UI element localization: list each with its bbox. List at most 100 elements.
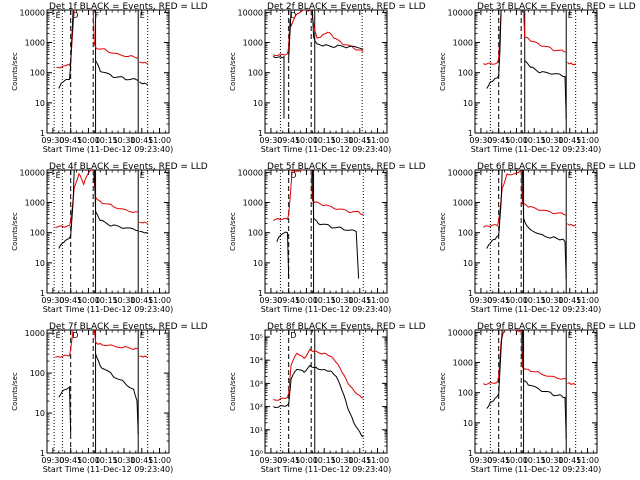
panel-2-plot-frame: [264, 9, 388, 134]
panel-6-lld-line: [567, 223, 576, 227]
panel-7-ytick-label: 10: [35, 409, 45, 418]
panel-9-xtick-label: 10:00: [505, 456, 528, 465]
panel-8-events-line: [273, 364, 364, 438]
panel-2-xtick-label: 09:45: [277, 136, 300, 145]
panel-7-xtick-label: 09:30: [41, 456, 64, 465]
panel-5-series-group: [273, 170, 364, 279]
panel-2-ytick-label: 10000: [238, 8, 263, 17]
panel-6-ytick-label: 1: [468, 289, 473, 298]
panel-3-lld-line: [483, 10, 502, 66]
panel-7-title: Det 7f BLACK = Events, RED = LLD: [49, 322, 208, 332]
panel-8-xtick-label: 11:00: [366, 456, 389, 465]
panel-3-xlabel: Start Time (11-Dec-12 09:23:40): [471, 145, 602, 154]
panel-3-xtick-label: 09:30: [469, 136, 492, 145]
panel-7-xtick-label: 10:45: [130, 456, 153, 465]
panel-5-marker-label: D: [290, 171, 296, 180]
panel-8-lld-line: [273, 348, 364, 401]
panel-3-ytick-label: 10000: [448, 8, 473, 17]
panel-1-xtick-label: 10:45: [130, 136, 153, 145]
panel-1-ytick-label: 100: [30, 69, 45, 78]
panel-8-xlabel: Start Time (11-Dec-12 09:23:40): [261, 465, 392, 474]
panel-9-xtick-label: 10:15: [523, 456, 546, 465]
panel-3-ytick-label: 1: [468, 129, 473, 138]
panel-8-ylabel: Counts/sec: [229, 372, 237, 411]
panel-9-lld-line: [567, 382, 577, 386]
panel-3-series-group: [483, 10, 576, 119]
panel-2-marker-label: D: [290, 11, 296, 20]
panel-2-xtick-label: 10:00: [295, 136, 318, 145]
panel-8-ytick-label: 10⁴: [250, 356, 263, 365]
panel-3-events-line: [486, 10, 502, 89]
panel-8-ytick-label: 10²: [250, 403, 263, 412]
panel-6-ytick-label: 10: [463, 259, 473, 268]
panel-6-xtick-label: 10:00: [505, 296, 528, 305]
panel-3-ytick-label: 1000: [453, 39, 473, 48]
panel-2-ytick-label: 1000: [243, 39, 263, 48]
panel-7-ytick-label: 1000: [25, 329, 45, 338]
panel-6-xtick-label: 10:15: [523, 296, 546, 305]
panel-5-xtick-label: 10:15: [313, 296, 336, 305]
panel-8-plot-frame: [264, 329, 388, 454]
panel-2-ylabel: Counts/sec: [229, 52, 237, 91]
panel-6-ylabel: Counts/sec: [439, 212, 447, 251]
panel-6-xlabel: Start Time (11-Dec-12 09:23:40): [471, 305, 602, 314]
panel-1-ytick-label: 10000: [20, 8, 45, 17]
panel-9-ytick-label: 1000: [453, 359, 473, 368]
panel-6-title: Det 6f BLACK = Events, RED = LLD: [477, 162, 636, 172]
panel-7-lld-line: [139, 355, 149, 359]
panel-4-ylabel: Counts/sec: [11, 212, 19, 251]
panel-1-marker-label: E: [56, 11, 61, 20]
panel-3-xtick-label: 10:45: [558, 136, 581, 145]
panel-4-xlabel: Start Time (11-Dec-12 09:23:40): [43, 305, 174, 314]
panel-7-series-group: [55, 330, 149, 434]
panel-9-plot-frame: [474, 329, 598, 454]
panel-7-xtick-label: 11:00: [148, 456, 171, 465]
panel-7-ytick-label: 1: [40, 449, 45, 458]
panel-7-lld-line: [93, 330, 139, 350]
panel-2-xlabel: Start Time (11-Dec-12 09:23:40): [261, 145, 392, 154]
panel-3-events-line: [524, 60, 567, 119]
panel-5-ytick-label: 10000: [238, 168, 263, 177]
panel-1-xtick-label: 10:15: [95, 136, 118, 145]
panel-8-xtick-label: 09:30: [259, 456, 282, 465]
panel-7-xtick-label: 09:45: [59, 456, 82, 465]
panel-4-title: Det 4f BLACK = Events, RED = LLD: [49, 162, 208, 172]
panel-7: Det 7f BLACK = Events, RED = LLD 1 10 100 10…: [11, 322, 208, 474]
panel-7-events-line: [95, 353, 139, 434]
panel-1-ytick-label: 10: [35, 99, 45, 108]
panel-1-events-line: [139, 81, 148, 86]
panel-4-marker-label: E: [140, 171, 145, 180]
panel-9-series-group: [483, 330, 577, 439]
panel-8-xtick-label: 10:30: [330, 456, 353, 465]
panel-5-ytick-label: 10: [253, 259, 263, 268]
panel-1-series-group: [56, 10, 148, 89]
panel-5-xtick-label: 10:45: [348, 296, 371, 305]
panel-3-xtick-label: 09:45: [487, 136, 510, 145]
panel-2-xtick-label: 10:45: [348, 136, 371, 145]
panel-5-events-line: [311, 170, 360, 279]
panel-1-title: Det 1f BLACK = Events, RED = LLD: [49, 2, 208, 12]
panel-4-lld-line: [139, 221, 148, 225]
panel-9-events-line: [521, 330, 567, 439]
panel-4-xtick-label: 09:30: [41, 296, 64, 305]
panel-7-xlabel: Start Time (11-Dec-12 09:23:40): [43, 465, 174, 474]
panel-3-lld-line: [523, 10, 567, 53]
panel-5-ylabel: Counts/sec: [229, 212, 237, 251]
panel-4-ytick-label: 10: [35, 259, 45, 268]
panel-6-xtick-label: 10:30: [540, 296, 563, 305]
panel-3: Det 3f BLACK = Events, RED = LLD 1 10 100 10…: [439, 2, 636, 154]
panel-6-ytick-label: 10000: [448, 168, 473, 177]
panel-5-plot-frame: [264, 169, 388, 294]
panel-6-events-line: [486, 170, 503, 249]
panel-2: Det 2f BLACK = Events, RED = LLD 1 10 100 10…: [229, 2, 426, 154]
panel-6-marker-label: E: [568, 171, 573, 180]
panel-7-xtick-label: 10:30: [112, 456, 135, 465]
panel-1-xtick-label: 11:00: [148, 136, 171, 145]
panel-4-xtick-label: 10:15: [95, 296, 118, 305]
panel-9-xtick-label: 10:45: [558, 456, 581, 465]
panel-3-ytick-label: 100: [458, 69, 473, 78]
panel-1-ytick-label: 1000: [25, 39, 45, 48]
panel-4-xtick-label: 10:00: [77, 296, 100, 305]
panel-1-ytick-label: 1: [40, 129, 45, 138]
